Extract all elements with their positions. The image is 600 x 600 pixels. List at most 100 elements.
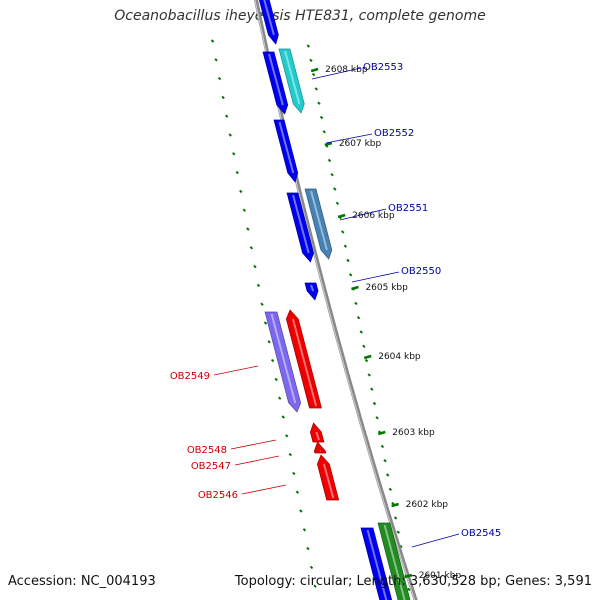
tick-dot	[309, 58, 313, 63]
tick-dot	[335, 201, 340, 206]
tick-dot	[253, 264, 257, 269]
tick-label: 2602 kbp	[406, 500, 449, 510]
gene-ob2548[interactable]	[309, 422, 325, 443]
tick-dot	[322, 130, 326, 134]
tick-dot	[393, 516, 398, 520]
label-leader	[213, 365, 259, 376]
tick-dots	[210, 39, 411, 592]
tick-dot	[221, 95, 225, 100]
gene-label-ob2551[interactable]: OB2551	[388, 203, 428, 214]
gene-label-ob2553[interactable]: OB2553	[363, 62, 403, 73]
tick-dot	[232, 152, 236, 156]
gene-ob2555[interactable]	[258, 0, 279, 45]
gene-label-ob2548[interactable]: OB2548	[187, 445, 227, 456]
tick-dot	[277, 396, 282, 400]
gene-label-ob2549[interactable]: OB2549	[170, 371, 210, 382]
gene-ob2545[interactable]	[377, 522, 411, 600]
gene-ob2548-shine	[315, 431, 320, 441]
gene-ob2554[interactable]	[262, 51, 289, 115]
gene-ob2553[interactable]	[278, 48, 305, 114]
tick-dot	[217, 76, 222, 81]
tick-dot	[306, 44, 311, 48]
tick-dot	[260, 302, 264, 306]
tick-dot	[292, 471, 296, 476]
gene-ob2550[interactable]	[304, 282, 319, 301]
tick-dot	[341, 230, 345, 234]
major-tick	[310, 67, 319, 73]
tick-dot	[348, 273, 353, 277]
gene-ob2549-shine	[270, 313, 297, 404]
label-leader	[241, 484, 287, 495]
tick-dot	[239, 189, 243, 194]
gene-label-ob2552[interactable]: OB2552	[374, 128, 414, 139]
gene-ob2551a[interactable]	[286, 192, 314, 263]
tick-dot	[267, 340, 271, 344]
major-tick	[404, 573, 413, 579]
tick-dot	[311, 72, 316, 77]
major-tick	[377, 430, 386, 436]
gene-ob2547[interactable]	[313, 441, 327, 454]
major-tick	[337, 213, 346, 219]
tick-dot	[214, 58, 218, 62]
tick-label: 2601 kbp	[419, 571, 462, 581]
tick-dot	[385, 473, 390, 477]
gene-ob2549b[interactable]	[285, 309, 322, 409]
tick-dot	[375, 416, 379, 420]
gene-ob2549[interactable]	[264, 311, 302, 413]
tick-dot	[346, 258, 350, 263]
major-tick	[391, 502, 399, 508]
major-tick	[324, 141, 333, 147]
gene-ob2550-body	[304, 282, 319, 301]
major-tick	[363, 354, 372, 360]
tick-dot	[256, 283, 261, 288]
gene-ob2552[interactable]	[273, 119, 299, 183]
gene-label-ob2547[interactable]: OB2547	[191, 461, 231, 472]
tick-dot	[299, 509, 303, 513]
tick-dot	[246, 227, 250, 231]
tick-dot	[396, 530, 400, 534]
tick-dot	[285, 434, 289, 438]
tick-dot	[367, 373, 371, 377]
tick-dot	[270, 358, 275, 363]
label-leader	[411, 533, 460, 548]
tick-dot	[313, 584, 317, 588]
tick-dot	[372, 401, 377, 406]
gene-label-ob2550[interactable]: OB2550	[401, 266, 441, 277]
genome-stats-text: Topology: circular; Length: 3,630,528 bp…	[234, 574, 592, 589]
gene-ob2552-shine	[278, 121, 295, 174]
gene-ob2549b-shine	[291, 318, 318, 407]
tick-dot	[306, 546, 310, 551]
tick-dot	[359, 330, 363, 334]
gene-ob2551a-shine	[292, 194, 310, 254]
tick-label: 2603 kbp	[392, 428, 435, 438]
tick-dot	[330, 172, 334, 177]
label-leader	[311, 67, 362, 80]
gene-label-ob2545[interactable]: OB2545	[461, 528, 501, 539]
tick-dot	[333, 187, 337, 191]
gene-ob2554-shine	[268, 53, 284, 106]
gene-ob2550-shine	[310, 284, 315, 292]
gene-labels: OB2553 OB2552 OB2551 OB2550 OB2545 OB2549 OB25…	[170, 62, 501, 548]
tick-marks: 2608 kbp 2607 kbp 2606 kbp 2605 kbp 2604 kbp…	[310, 65, 462, 581]
gene-ob2546[interactable]	[316, 454, 340, 501]
gene-ob2551[interactable]	[304, 188, 333, 260]
tick-dot	[295, 490, 300, 494]
tick-dot	[380, 444, 385, 449]
tick-dot	[383, 458, 387, 463]
gene-label-ob2546[interactable]: OB2546	[198, 490, 238, 501]
tick-dot	[242, 208, 247, 212]
gene-ob2545a[interactable]	[360, 527, 393, 600]
tick-label: 2605 kbp	[365, 283, 408, 293]
gene-ob2545a-shine	[366, 529, 388, 600]
accession-text: Accession: NC_004193	[8, 574, 156, 589]
tick-dot	[249, 246, 254, 250]
map-title: Oceanobacillus iheyensis HTE831, complet…	[114, 8, 486, 24]
label-leader	[325, 133, 373, 144]
gene-features	[258, 0, 411, 600]
tick-dot	[210, 39, 215, 43]
tick-dot	[317, 101, 321, 105]
tick-dot	[302, 528, 307, 532]
gene-ob2545-shine	[383, 524, 406, 600]
tick-dot	[388, 487, 393, 492]
